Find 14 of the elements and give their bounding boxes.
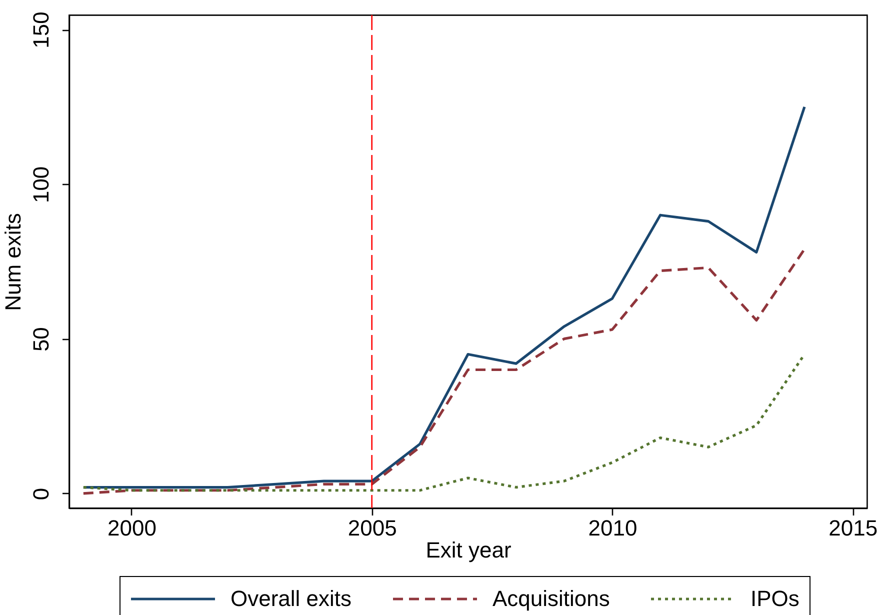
x-tick-label: 2005 [348,516,397,540]
x-axis-title: Exit year [426,538,512,562]
x-tick-label: 2000 [108,516,156,540]
y-tick-label: 100 [28,166,54,204]
x-tick-label: 2010 [588,516,638,540]
legend-label: Acquisitions [492,586,610,611]
legend-label: Overall exits [230,586,352,611]
y-tick-label: 150 [28,12,54,48]
line-series [82,248,806,495]
y-tick-label: 50 [28,327,54,352]
x-tick-label: 2015 [828,516,878,540]
y-tick-label: 0 [28,488,54,500]
legend-label: IPOs [750,586,800,611]
y-axis-title: Num exits [0,213,26,311]
